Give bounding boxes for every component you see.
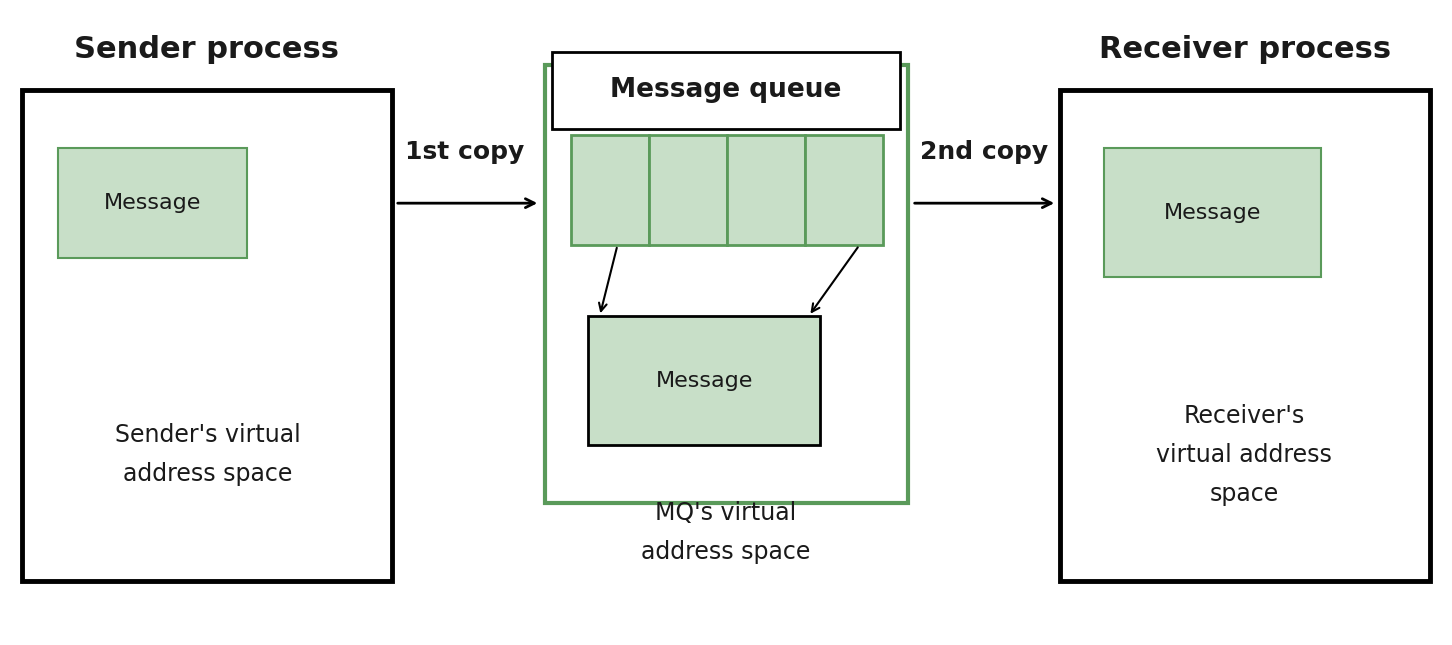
Bar [649,135,727,245]
Text: Receiver process: Receiver process [1099,35,1391,64]
Text: 2nd copy: 2nd copy [921,141,1048,164]
Bar [544,64,908,503]
Text: Message queue: Message queue [610,77,842,103]
Bar [22,90,392,580]
Bar [1060,90,1430,580]
Text: Receiver's
virtual address
space: Receiver's virtual address space [1156,404,1333,506]
Text: Sender's virtual
address space: Sender's virtual address space [115,423,301,486]
Text: Message: Message [1163,203,1262,223]
Bar [58,148,247,258]
Text: Sender process: Sender process [74,35,340,64]
Bar [1104,148,1321,277]
Bar [804,135,883,245]
Text: Message: Message [103,193,202,213]
Bar [552,52,900,129]
Bar [727,135,804,245]
Text: Message: Message [655,370,754,391]
Text: 1st copy: 1st copy [405,141,524,164]
Bar [588,316,820,445]
Text: MQ's virtual
address space: MQ's virtual address space [642,501,810,564]
Bar [571,135,649,245]
